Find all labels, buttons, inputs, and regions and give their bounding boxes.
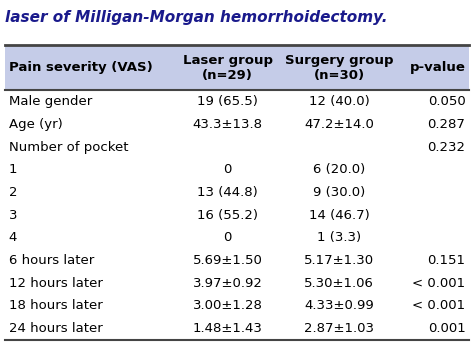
Text: 0: 0: [224, 163, 232, 176]
Text: 2.87±1.03: 2.87±1.03: [304, 322, 374, 335]
Text: Pain severity (VAS): Pain severity (VAS): [9, 61, 152, 74]
Text: 0.151: 0.151: [428, 254, 465, 267]
Text: 19 (65.5): 19 (65.5): [197, 95, 258, 108]
Text: 3.97±0.92: 3.97±0.92: [193, 277, 263, 290]
Text: 13 (44.8): 13 (44.8): [197, 186, 258, 199]
Text: Laser group
(n=29): Laser group (n=29): [182, 54, 273, 82]
Text: Male gender: Male gender: [9, 95, 92, 108]
Text: 5.30±1.06: 5.30±1.06: [304, 277, 374, 290]
Text: 16 (55.2): 16 (55.2): [197, 209, 258, 222]
Text: 6 hours later: 6 hours later: [9, 254, 94, 267]
Text: 3: 3: [9, 209, 17, 222]
Text: 5.17±1.30: 5.17±1.30: [304, 254, 374, 267]
Text: p-value: p-value: [410, 61, 465, 74]
Text: 0.050: 0.050: [428, 95, 465, 108]
Text: < 0.001: < 0.001: [412, 299, 465, 313]
Text: 6 (20.0): 6 (20.0): [313, 163, 365, 176]
Text: 14 (46.7): 14 (46.7): [309, 209, 370, 222]
Text: 4.33±0.99: 4.33±0.99: [304, 299, 374, 313]
Text: 24 hours later: 24 hours later: [9, 322, 102, 335]
Text: Age (yr): Age (yr): [9, 118, 62, 131]
Text: Number of pocket: Number of pocket: [9, 141, 128, 153]
Text: 12 (40.0): 12 (40.0): [309, 95, 370, 108]
Text: 43.3±13.8: 43.3±13.8: [193, 118, 263, 131]
Text: < 0.001: < 0.001: [412, 277, 465, 290]
Text: 1.48±1.43: 1.48±1.43: [193, 322, 263, 335]
Text: 1 (3.3): 1 (3.3): [317, 231, 361, 244]
Text: Surgery group
(n=30): Surgery group (n=30): [285, 54, 393, 82]
Text: 12 hours later: 12 hours later: [9, 277, 102, 290]
Text: 18 hours later: 18 hours later: [9, 299, 102, 313]
Text: 2: 2: [9, 186, 17, 199]
Text: 3.00±1.28: 3.00±1.28: [193, 299, 263, 313]
Text: 4: 4: [9, 231, 17, 244]
Text: 5.69±1.50: 5.69±1.50: [193, 254, 263, 267]
Text: 0: 0: [224, 231, 232, 244]
Text: 0.001: 0.001: [428, 322, 465, 335]
Text: 9 (30.0): 9 (30.0): [313, 186, 365, 199]
Text: 1: 1: [9, 163, 17, 176]
Text: laser of Milligan-Morgan hemorrhoidectomy.: laser of Milligan-Morgan hemorrhoidectom…: [5, 10, 387, 25]
Text: 0.287: 0.287: [428, 118, 465, 131]
Text: 47.2±14.0: 47.2±14.0: [304, 118, 374, 131]
Text: 0.232: 0.232: [428, 141, 465, 153]
